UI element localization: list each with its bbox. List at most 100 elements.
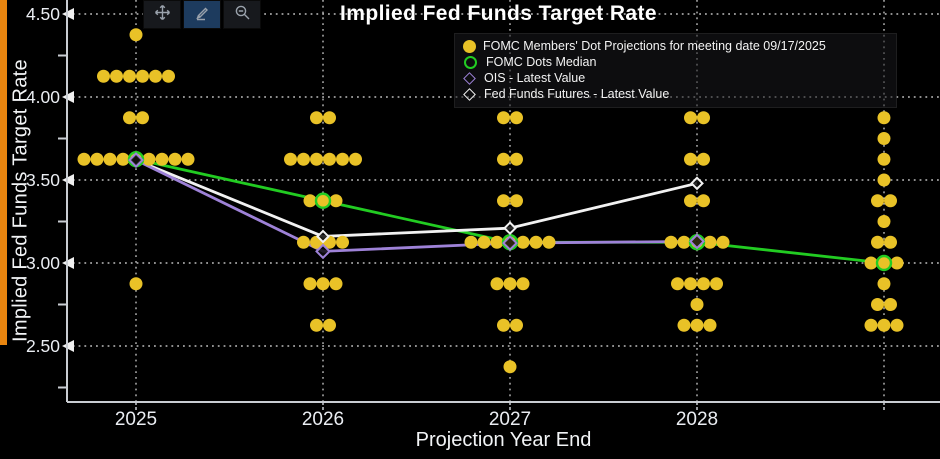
fomc-dot[interactable] (529, 235, 543, 249)
fomc-dot[interactable] (871, 298, 884, 311)
draw-tool-button[interactable] (183, 0, 221, 29)
latest-value-marker[interactable] (128, 152, 144, 168)
fomc-dot[interactable] (671, 277, 684, 291)
fomc-dot[interactable] (684, 194, 697, 208)
fomc-dot[interactable] (677, 235, 691, 249)
fomc-dot[interactable] (877, 215, 891, 228)
fomc-dot[interactable] (336, 152, 349, 166)
fomc-dot[interactable] (90, 152, 104, 166)
fomc-dot[interactable] (664, 235, 678, 249)
fomc-dot[interactable] (877, 173, 891, 187)
fomc-dot[interactable] (877, 152, 891, 166)
fomc-dot[interactable] (884, 298, 897, 311)
fomc-dot[interactable] (703, 235, 717, 249)
fomc-dot[interactable] (497, 194, 510, 208)
median-marker[interactable] (314, 192, 332, 209)
fomc-dot[interactable] (323, 152, 336, 166)
fomc-dot[interactable] (497, 318, 510, 332)
fomc-dot[interactable] (310, 318, 323, 332)
legend-item[interactable]: FOMC Dots Median (463, 54, 888, 70)
fomc-dot[interactable] (129, 28, 143, 42)
legend-item[interactable]: Fed Funds Futures - Latest Value (463, 86, 888, 102)
fomc-dot[interactable] (123, 69, 136, 83)
fomc-dot[interactable] (690, 318, 704, 332)
fomc-dot[interactable] (303, 277, 317, 291)
fomc-dot[interactable] (316, 194, 330, 208)
fomc-dot[interactable] (877, 111, 891, 125)
fomc-dot[interactable] (877, 318, 891, 332)
fomc-dot[interactable] (510, 318, 523, 332)
fomc-dot[interactable] (316, 277, 330, 291)
fomc-dot[interactable] (497, 111, 510, 125)
fomc-dot[interactable] (884, 194, 897, 208)
fomc-dot[interactable] (497, 152, 510, 166)
latest-value-marker[interactable] (316, 229, 330, 244)
fomc-dot[interactable] (168, 152, 182, 166)
latest-value-marker[interactable] (503, 221, 517, 236)
fomc-dot[interactable] (697, 194, 710, 208)
fomc-dot[interactable] (490, 235, 504, 249)
fomc-dot[interactable] (97, 69, 110, 83)
fomc-dot[interactable] (542, 235, 556, 249)
fomc-dot[interactable] (684, 111, 697, 125)
fomc-dot[interactable] (136, 111, 149, 125)
fomc-dot[interactable] (149, 69, 162, 83)
fomc-dot[interactable] (697, 152, 710, 166)
fomc-dot[interactable] (684, 277, 697, 291)
fomc-dot[interactable] (490, 277, 504, 291)
fomc-dot[interactable] (336, 235, 349, 249)
median-marker[interactable] (875, 254, 893, 272)
fomc-dot[interactable] (871, 235, 884, 249)
fomc-dot[interactable] (136, 69, 149, 83)
fomc-dot[interactable] (162, 69, 175, 83)
fomc-dot[interactable] (871, 194, 884, 208)
fomc-dot[interactable] (516, 277, 530, 291)
pan-tool-button[interactable] (143, 0, 181, 29)
fomc-dot[interactable] (677, 318, 691, 332)
fomc-dot[interactable] (323, 111, 336, 125)
latest-value-marker[interactable] (689, 233, 705, 250)
fomc-dot[interactable] (710, 277, 723, 291)
fomc-dot[interactable] (864, 256, 878, 270)
fomc-dot[interactable] (310, 152, 323, 166)
fomc-dot[interactable] (864, 318, 878, 332)
fomc-dot[interactable] (123, 111, 136, 125)
fomc-dot[interactable] (684, 152, 697, 166)
latest-value-marker[interactable] (690, 176, 704, 191)
fomc-dot[interactable] (303, 194, 317, 208)
fomc-dot[interactable] (877, 277, 891, 291)
legend-item[interactable]: OIS - Latest Value (463, 70, 888, 86)
fomc-dot[interactable] (890, 256, 904, 270)
fomc-dot[interactable] (297, 235, 310, 249)
fomc-dot[interactable] (349, 152, 362, 166)
fomc-dot[interactable] (503, 360, 517, 374)
fomc-dot[interactable] (890, 318, 904, 332)
fomc-dot[interactable] (116, 152, 130, 166)
fomc-dot[interactable] (697, 277, 710, 291)
fomc-dot[interactable] (323, 318, 336, 332)
fomc-dot[interactable] (697, 111, 710, 125)
fomc-dot[interactable] (503, 277, 517, 291)
fomc-dot[interactable] (142, 152, 156, 166)
fomc-dot[interactable] (703, 318, 717, 332)
fomc-dot[interactable] (516, 235, 530, 249)
latest-value-marker[interactable] (315, 243, 331, 260)
zoom-out-tool-button[interactable] (223, 0, 261, 29)
fomc-dot[interactable] (129, 277, 143, 291)
fomc-dot[interactable] (877, 132, 891, 145)
fomc-dot[interactable] (884, 235, 897, 249)
legend-item[interactable]: FOMC Members' Dot Projections for meetin… (463, 38, 888, 54)
fomc-dot[interactable] (877, 256, 891, 270)
fomc-dot[interactable] (510, 152, 523, 166)
fomc-dot[interactable] (477, 235, 491, 249)
fomc-dot[interactable] (103, 152, 117, 166)
fomc-dot[interactable] (77, 152, 91, 166)
fomc-dot[interactable] (510, 111, 523, 125)
fomc-dot[interactable] (181, 152, 195, 166)
latest-value-marker[interactable] (502, 235, 518, 251)
fomc-dot[interactable] (155, 152, 169, 166)
fomc-dot[interactable] (284, 152, 297, 166)
fomc-dot[interactable] (329, 194, 343, 208)
fomc-dot[interactable] (690, 298, 704, 311)
